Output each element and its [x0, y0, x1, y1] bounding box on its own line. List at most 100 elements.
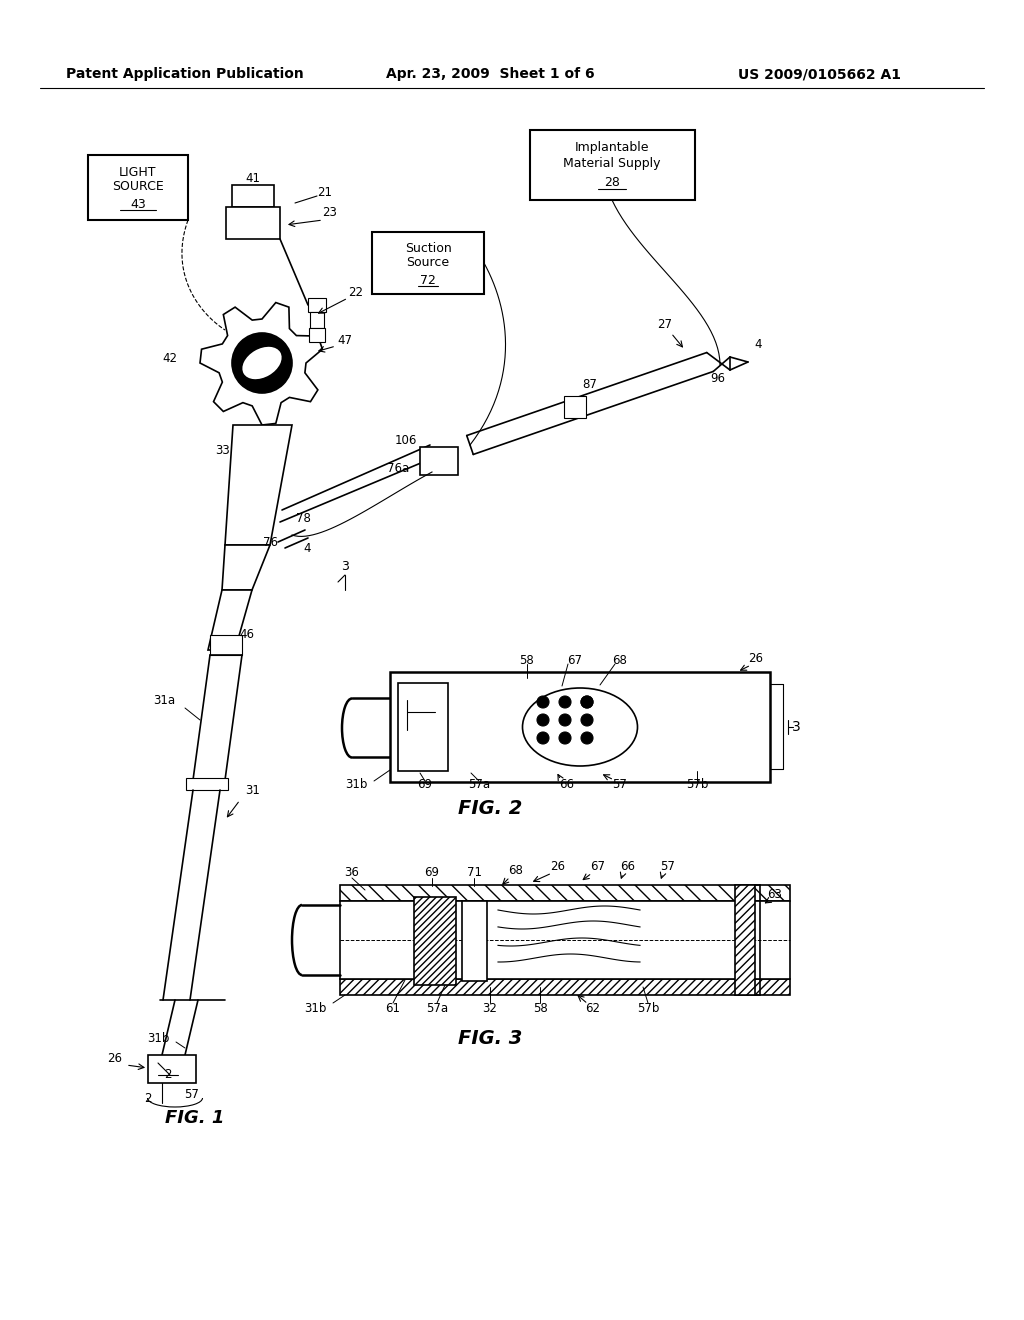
Text: Implantable: Implantable	[574, 141, 649, 154]
Bar	[310, 312, 324, 327]
Text: 31b: 31b	[146, 1031, 169, 1044]
Circle shape	[581, 733, 593, 744]
Text: FIG. 3: FIG. 3	[458, 1028, 522, 1048]
Bar	[340, 902, 790, 979]
Circle shape	[559, 714, 571, 726]
Text: 27: 27	[657, 318, 673, 331]
Text: 43: 43	[130, 198, 145, 211]
Text: 4: 4	[303, 541, 310, 554]
Text: 47: 47	[338, 334, 352, 346]
Circle shape	[537, 696, 549, 708]
Bar	[232, 185, 274, 207]
Text: 57a: 57a	[426, 1002, 449, 1015]
Polygon shape	[225, 425, 292, 545]
Text: 57b: 57b	[686, 779, 709, 792]
Polygon shape	[208, 590, 252, 649]
Circle shape	[537, 714, 549, 726]
Text: 57: 57	[612, 779, 628, 792]
Text: 71: 71	[467, 866, 481, 879]
Text: Suction: Suction	[404, 242, 452, 255]
Text: 57a: 57a	[468, 779, 490, 792]
Bar	[414, 898, 456, 985]
Text: 68: 68	[612, 653, 628, 667]
Text: 21: 21	[317, 186, 333, 198]
Text: 57: 57	[184, 1088, 200, 1101]
Bar	[420, 447, 458, 475]
Text: 66: 66	[559, 779, 574, 792]
Bar	[462, 902, 487, 981]
Bar	[530, 129, 695, 201]
Text: 42: 42	[163, 351, 177, 364]
Polygon shape	[222, 545, 270, 590]
Bar	[210, 635, 242, 655]
Ellipse shape	[242, 346, 283, 380]
Circle shape	[581, 696, 593, 708]
Text: 62: 62	[586, 1002, 600, 1015]
Text: 76: 76	[263, 536, 278, 549]
Text: Patent Application Publication: Patent Application Publication	[67, 67, 304, 81]
Text: 31a: 31a	[153, 693, 175, 706]
Bar	[308, 298, 326, 312]
Text: 26: 26	[551, 859, 565, 873]
Text: Material Supply: Material Supply	[563, 157, 660, 169]
Text: 41: 41	[246, 172, 260, 185]
Text: 76a: 76a	[387, 462, 410, 474]
Text: 22: 22	[348, 285, 364, 298]
Text: 33: 33	[215, 444, 230, 457]
Bar	[390, 672, 770, 781]
Text: Source: Source	[407, 256, 450, 269]
Bar	[564, 396, 586, 418]
Circle shape	[559, 696, 571, 708]
Bar	[372, 232, 484, 294]
Text: 26: 26	[108, 1052, 123, 1064]
Circle shape	[232, 333, 292, 393]
Text: 66: 66	[621, 859, 636, 873]
Text: 78: 78	[296, 511, 310, 524]
Text: LIGHT: LIGHT	[119, 165, 157, 178]
Circle shape	[559, 733, 571, 744]
Text: 36: 36	[344, 866, 359, 879]
Bar	[226, 207, 280, 239]
Text: 58: 58	[532, 1002, 548, 1015]
Text: FIG. 2: FIG. 2	[458, 799, 522, 817]
Text: 2: 2	[144, 1092, 152, 1105]
Text: 67: 67	[591, 859, 605, 873]
Bar	[148, 1055, 196, 1082]
Text: 69: 69	[418, 779, 432, 792]
Bar	[735, 884, 755, 995]
Text: 31b: 31b	[304, 1002, 327, 1015]
Text: US 2009/0105662 A1: US 2009/0105662 A1	[738, 67, 901, 81]
Bar	[398, 682, 449, 771]
Text: 61: 61	[385, 1002, 400, 1015]
Text: 68: 68	[509, 863, 523, 876]
Bar	[186, 777, 228, 789]
Polygon shape	[200, 302, 323, 425]
Text: 69: 69	[425, 866, 439, 879]
Ellipse shape	[522, 688, 638, 766]
Text: 2: 2	[164, 1068, 172, 1081]
Text: 87: 87	[583, 379, 597, 392]
Text: SOURCE: SOURCE	[112, 181, 164, 194]
Text: 57: 57	[660, 859, 676, 873]
Bar	[340, 979, 790, 995]
Circle shape	[581, 696, 593, 708]
Text: 72: 72	[420, 273, 436, 286]
Circle shape	[537, 733, 549, 744]
Text: 67: 67	[567, 653, 583, 667]
Text: 32: 32	[482, 1002, 498, 1015]
Text: 4: 4	[755, 338, 762, 351]
Text: 31b: 31b	[345, 779, 368, 792]
Text: 58: 58	[519, 653, 535, 667]
Text: 3: 3	[341, 561, 349, 573]
Text: 31: 31	[245, 784, 260, 796]
Text: 57b: 57b	[637, 1002, 659, 1015]
Text: 3: 3	[792, 719, 801, 734]
Text: 26: 26	[749, 652, 764, 665]
Text: Apr. 23, 2009  Sheet 1 of 6: Apr. 23, 2009 Sheet 1 of 6	[386, 67, 594, 81]
Text: 23: 23	[323, 206, 338, 219]
Text: FIG. 1: FIG. 1	[165, 1109, 224, 1127]
Text: 46: 46	[240, 628, 255, 642]
Bar	[309, 327, 325, 342]
Text: 63: 63	[768, 888, 782, 902]
Text: 96: 96	[711, 371, 725, 384]
